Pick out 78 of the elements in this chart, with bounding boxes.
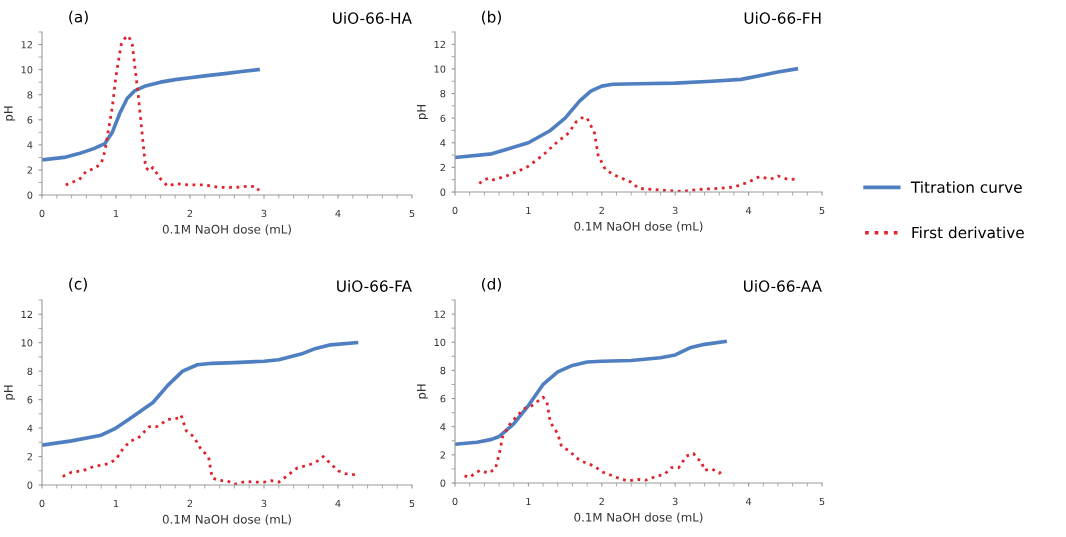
y-tick-label: 0 — [27, 481, 33, 489]
y-tick-label: 10 — [434, 65, 446, 73]
chart-title: UiO-66-FA — [337, 280, 412, 292]
y-tick-label: 12 — [434, 40, 445, 48]
y-axis-title: pH — [416, 384, 429, 399]
y-tick-label: 4 — [440, 423, 446, 431]
y-tick-label: 6 — [27, 396, 33, 404]
y-tick-label: 12 — [21, 41, 32, 49]
x-tick-label: 0 — [39, 209, 45, 218]
y-tick-label: 4 — [440, 139, 446, 147]
y-tick-label: 2 — [440, 451, 445, 459]
chart-title: UiO-66-AA — [744, 280, 822, 292]
x-tick-label: 0 — [39, 499, 45, 508]
y-axis-title: pH — [416, 104, 429, 120]
y-tick-label: 0 — [27, 191, 33, 199]
y-tick-label: 2 — [440, 163, 445, 172]
y-tick-label: 2 — [27, 166, 32, 174]
x-tick-label: 1 — [113, 499, 119, 507]
x-tick-label: 1 — [526, 206, 531, 214]
x-tick-label: 5 — [819, 206, 825, 215]
y-tick-label: 4 — [27, 141, 33, 149]
x-tick-label: 2 — [187, 499, 193, 507]
y-tick-label: 8 — [27, 367, 33, 375]
y-tick-label: 8 — [440, 366, 446, 375]
x-tick-label: 0 — [452, 206, 458, 215]
x-tick-label: 4 — [745, 206, 752, 214]
y-tick-label: 2 — [27, 453, 32, 461]
x-axis-title: 0.1M NaOH dose (mL) — [574, 221, 703, 233]
x-tick-label: 5 — [819, 497, 825, 506]
legend-label: Titration curve — [910, 181, 1022, 193]
y-tick-label: 6 — [440, 395, 446, 403]
line-series — [61, 413, 358, 485]
y-tick-label: 10 — [434, 338, 446, 347]
x-tick-label: 2 — [599, 206, 604, 214]
line-series — [42, 67, 260, 162]
text: (a) — [69, 10, 88, 25]
x-tick-label: 2 — [187, 209, 193, 217]
x-tick-label: 2 — [599, 497, 604, 505]
y-tick-label: 4 — [27, 424, 33, 432]
x-tick-label: 3 — [672, 206, 678, 215]
x-axis-title: 0.1M NaOH dose (mL) — [162, 224, 291, 236]
x-tick-label: 4 — [745, 497, 752, 505]
y-tick-label: 12 — [434, 310, 445, 318]
x-tick-label: 3 — [261, 499, 267, 508]
x-tick-label: 4 — [335, 209, 341, 217]
y-axis-title: pH — [3, 106, 16, 121]
x-tick-label: 5 — [409, 499, 415, 508]
chart-title: UiO-66-FH — [744, 12, 821, 24]
y-tick-label: 10 — [21, 66, 33, 74]
y-tick-label: 6 — [27, 116, 33, 124]
line-series — [463, 395, 725, 483]
y-tick-label: 10 — [21, 339, 33, 347]
x-axis-title: 0.1M NaOH dose (mL) — [574, 512, 703, 524]
text: (d) — [482, 277, 501, 292]
x-tick-label: 5 — [409, 209, 415, 218]
y-tick-label: 12 — [21, 310, 32, 318]
line-series — [455, 339, 727, 447]
y-tick-label: 8 — [27, 91, 33, 99]
line-series — [64, 34, 261, 192]
chart-title: UiO-66-HA — [333, 12, 412, 24]
x-tick-label: 4 — [335, 499, 341, 507]
text: (c) — [69, 277, 87, 292]
text: (b) — [482, 10, 501, 25]
x-tick-label: 3 — [672, 497, 678, 506]
y-tick-label: 0 — [440, 188, 446, 196]
x-tick-label: 3 — [261, 209, 267, 218]
x-tick-label: 0 — [452, 497, 458, 506]
line-series — [455, 67, 799, 160]
x-axis-title: 0.1M NaOH dose (mL) — [162, 514, 291, 526]
y-tick-label: 0 — [440, 479, 446, 487]
y-axis-title: pH — [3, 385, 16, 400]
x-tick-label: 1 — [113, 209, 119, 217]
legend-label: First derivative — [912, 226, 1024, 239]
line-series — [477, 115, 798, 192]
y-tick-label: 6 — [440, 114, 446, 122]
y-tick-label: 8 — [440, 90, 446, 98]
x-tick-label: 1 — [526, 497, 531, 505]
line-series — [42, 340, 359, 447]
